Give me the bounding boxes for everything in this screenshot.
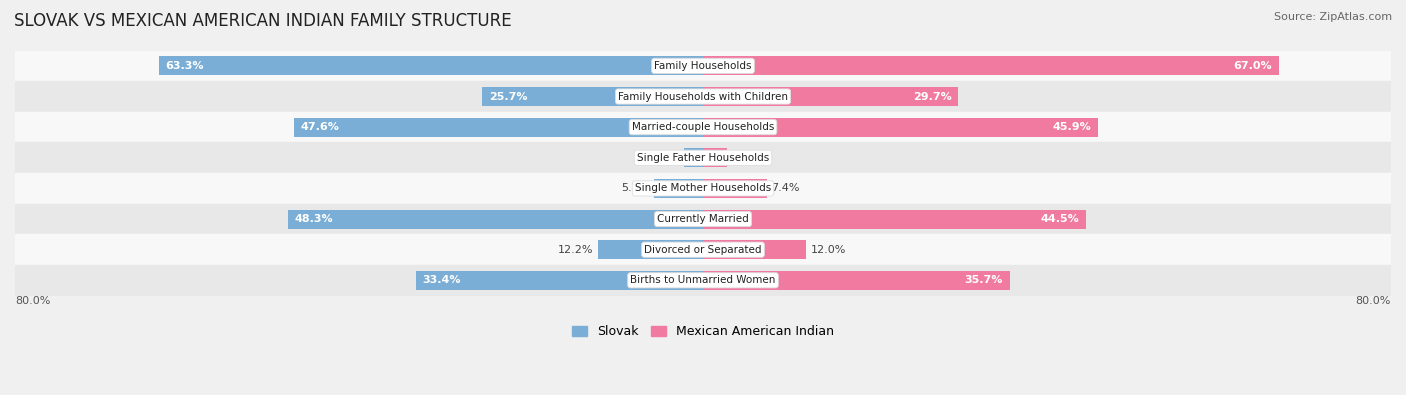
Text: 5.7%: 5.7% <box>621 183 650 194</box>
Text: 33.4%: 33.4% <box>423 275 461 285</box>
Text: 63.3%: 63.3% <box>166 61 204 71</box>
Bar <box>703 240 806 259</box>
Text: 2.2%: 2.2% <box>651 153 679 163</box>
Text: Married-couple Households: Married-couple Households <box>631 122 775 132</box>
Text: SLOVAK VS MEXICAN AMERICAN INDIAN FAMILY STRUCTURE: SLOVAK VS MEXICAN AMERICAN INDIAN FAMILY… <box>14 12 512 30</box>
Text: 45.9%: 45.9% <box>1052 122 1091 132</box>
Text: 35.7%: 35.7% <box>965 275 1002 285</box>
Text: 29.7%: 29.7% <box>912 92 952 102</box>
Bar <box>159 56 703 75</box>
Text: 67.0%: 67.0% <box>1233 61 1272 71</box>
Bar <box>15 143 1391 173</box>
Bar <box>654 179 703 198</box>
Text: Single Father Households: Single Father Households <box>637 153 769 163</box>
Text: 48.3%: 48.3% <box>294 214 333 224</box>
Bar <box>685 148 703 167</box>
Bar <box>703 210 1085 229</box>
Bar <box>703 148 727 167</box>
Bar <box>703 179 766 198</box>
Bar <box>15 234 1391 265</box>
Bar <box>15 112 1391 143</box>
Text: Family Households with Children: Family Households with Children <box>619 92 787 102</box>
Text: 25.7%: 25.7% <box>489 92 527 102</box>
Text: Source: ZipAtlas.com: Source: ZipAtlas.com <box>1274 12 1392 22</box>
Text: Single Mother Households: Single Mother Households <box>636 183 770 194</box>
Bar <box>482 87 703 106</box>
Text: Births to Unmarried Women: Births to Unmarried Women <box>630 275 776 285</box>
Text: 7.4%: 7.4% <box>770 183 800 194</box>
Text: 44.5%: 44.5% <box>1040 214 1078 224</box>
Bar <box>703 118 1098 137</box>
Bar <box>15 204 1391 234</box>
Text: 47.6%: 47.6% <box>301 122 339 132</box>
Text: Divorced or Separated: Divorced or Separated <box>644 245 762 255</box>
Legend: Slovak, Mexican American Indian: Slovak, Mexican American Indian <box>567 320 839 343</box>
Bar <box>15 173 1391 204</box>
Bar <box>15 81 1391 112</box>
Bar <box>15 51 1391 81</box>
Text: 80.0%: 80.0% <box>15 296 51 306</box>
Bar <box>598 240 703 259</box>
Text: 2.8%: 2.8% <box>731 153 759 163</box>
Bar <box>416 271 703 290</box>
Bar <box>288 210 703 229</box>
Bar <box>294 118 703 137</box>
Bar <box>703 271 1010 290</box>
Text: 12.2%: 12.2% <box>558 245 593 255</box>
Bar <box>703 56 1279 75</box>
Text: 80.0%: 80.0% <box>1355 296 1391 306</box>
Bar <box>703 87 959 106</box>
Text: Currently Married: Currently Married <box>657 214 749 224</box>
Bar <box>15 265 1391 295</box>
Text: 12.0%: 12.0% <box>810 245 846 255</box>
Text: Family Households: Family Households <box>654 61 752 71</box>
